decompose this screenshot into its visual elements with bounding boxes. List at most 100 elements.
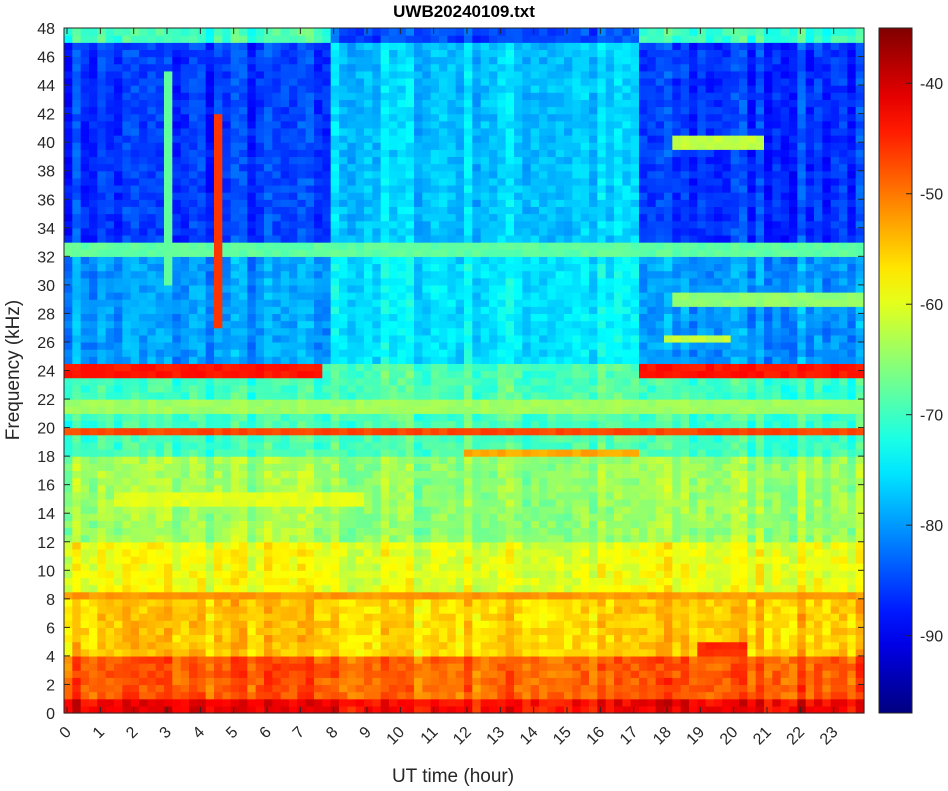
heatmap-cell xyxy=(222,413,232,422)
heatmap-cell xyxy=(422,306,432,315)
heatmap-cell xyxy=(264,420,273,429)
heatmap-cell xyxy=(222,663,232,671)
heatmap-cell xyxy=(339,242,348,250)
heatmap-cell xyxy=(122,363,132,372)
heatmap-cell xyxy=(172,206,182,215)
heatmap-cell xyxy=(114,391,123,400)
heatmap-cell xyxy=(264,320,273,329)
heatmap-cell xyxy=(489,149,498,158)
heatmap-cell xyxy=(97,192,107,200)
heatmap-cell xyxy=(105,570,115,579)
heatmap-cell xyxy=(297,613,307,621)
heatmap-cell xyxy=(214,506,223,514)
heatmap-cell xyxy=(322,120,332,129)
heatmap-cell xyxy=(255,513,265,521)
heatmap-cell xyxy=(455,28,465,36)
heatmap-cell xyxy=(214,142,223,150)
heatmap-cell xyxy=(247,691,257,700)
heatmap-cell xyxy=(114,655,123,664)
heatmap-cell xyxy=(422,477,432,486)
heatmap-cell xyxy=(280,456,290,464)
heatmap-cell xyxy=(414,127,423,136)
heatmap-cell xyxy=(422,35,432,43)
heatmap-cell xyxy=(297,598,307,607)
heatmap-cell xyxy=(397,406,407,414)
heatmap-cell xyxy=(472,613,482,621)
heatmap-cell xyxy=(480,605,490,614)
heatmap-cell xyxy=(422,249,432,257)
heatmap-cell xyxy=(147,206,157,215)
heatmap-cell xyxy=(397,35,407,43)
heatmap-cell xyxy=(130,420,140,429)
heatmap-cell xyxy=(364,35,373,43)
heatmap-cell xyxy=(89,234,98,243)
heatmap-cell xyxy=(297,441,307,450)
heatmap-cell xyxy=(247,620,257,628)
heatmap-cell xyxy=(280,192,290,200)
heatmap-cell xyxy=(247,127,257,136)
heatmap-cell xyxy=(430,591,440,600)
heatmap-cell xyxy=(239,227,248,236)
heatmap-cell xyxy=(455,135,465,143)
heatmap-cell xyxy=(180,641,190,650)
heatmap-cell xyxy=(289,242,298,250)
heatmap-cell xyxy=(180,534,190,543)
heatmap-cell xyxy=(380,106,390,115)
heatmap-cell xyxy=(272,99,282,108)
heatmap-cell xyxy=(439,306,448,315)
heatmap-cell xyxy=(247,99,257,108)
heatmap-cell xyxy=(64,434,73,443)
heatmap-cell xyxy=(155,220,165,229)
heatmap-cell xyxy=(289,341,298,350)
heatmap-cell xyxy=(422,334,432,343)
heatmap-cell xyxy=(380,135,390,143)
heatmap-cell xyxy=(322,548,332,557)
heatmap-cell xyxy=(430,420,440,429)
heatmap-cell xyxy=(230,206,240,215)
heatmap-cell xyxy=(197,370,207,379)
heatmap-cell xyxy=(264,677,273,686)
heatmap-cell xyxy=(347,85,357,93)
heatmap-cell xyxy=(489,270,498,279)
heatmap-cell xyxy=(455,313,465,322)
heatmap-cell xyxy=(247,77,257,86)
heatmap-cell xyxy=(389,199,398,207)
heatmap-cell xyxy=(180,477,190,486)
heatmap-cell xyxy=(214,563,223,571)
heatmap-cell xyxy=(205,448,215,457)
heatmap-cell xyxy=(347,648,357,657)
heatmap-cell xyxy=(97,620,107,628)
heatmap-cell xyxy=(455,420,465,429)
heatmap-cell xyxy=(280,227,290,236)
heatmap-cell xyxy=(214,391,223,400)
heatmap-cell xyxy=(205,120,215,129)
heatmap-cell xyxy=(97,135,107,143)
heatmap-cell xyxy=(80,648,90,657)
heatmap-cell xyxy=(180,77,190,86)
heatmap-cell xyxy=(372,406,382,414)
heatmap-cell xyxy=(89,377,98,386)
heatmap-cell xyxy=(230,156,240,165)
heatmap-cell xyxy=(72,227,82,236)
heatmap-cell xyxy=(139,456,148,464)
heatmap-cell xyxy=(247,591,257,600)
heatmap-cell xyxy=(155,520,165,529)
heatmap-cell xyxy=(447,470,457,479)
heatmap-cell xyxy=(97,242,107,250)
heatmap-cell xyxy=(447,691,457,700)
heatmap-cell xyxy=(80,320,90,329)
heatmap-cell xyxy=(355,70,365,79)
heatmap-cell xyxy=(447,420,457,429)
heatmap-cell xyxy=(355,299,365,307)
heatmap-cell xyxy=(280,263,290,272)
heatmap-cell xyxy=(372,349,382,357)
heatmap-cell xyxy=(364,256,373,265)
heatmap-cell xyxy=(372,684,382,693)
heatmap-cell xyxy=(489,106,498,115)
heatmap-cell xyxy=(255,127,265,136)
heatmap-cell xyxy=(372,420,382,429)
heatmap-cell xyxy=(197,498,207,507)
heatmap-cell xyxy=(189,192,198,200)
heatmap-cell xyxy=(105,413,115,422)
heatmap-cell xyxy=(147,648,157,657)
